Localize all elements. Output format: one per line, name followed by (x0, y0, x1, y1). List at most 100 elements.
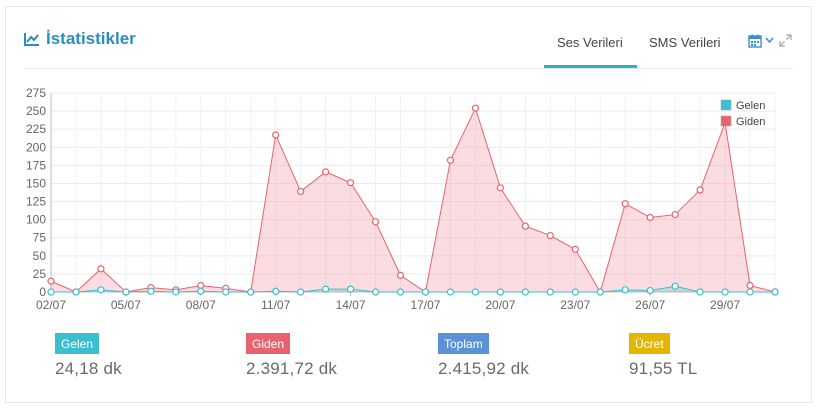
x-tick-label: 20/07 (485, 298, 515, 312)
card-header: İstatistikler Ses Verileri SMS Verileri (6, 7, 811, 69)
y-tick-label: 25 (33, 267, 47, 281)
data-point-giden (446, 156, 455, 164)
data-point-gelen (646, 286, 654, 295)
data-point-gelen (546, 288, 554, 296)
data-point-gelen (696, 288, 704, 296)
x-tick-label: 08/07 (186, 298, 216, 312)
x-tick-label: 17/07 (410, 298, 440, 312)
data-point-gelen (621, 286, 629, 294)
data-point-gelen (72, 288, 80, 296)
tab-ses-verileri[interactable]: Ses Verileri (557, 35, 623, 50)
y-tick-label: 175 (26, 158, 46, 172)
data-point-giden (97, 265, 105, 273)
x-tick-label: 11/07 (261, 298, 290, 312)
data-point-gelen (746, 288, 754, 296)
x-tick-label: 14/07 (336, 298, 366, 312)
legend-swatch-gelen (720, 99, 732, 111)
expand-icon[interactable] (779, 34, 792, 47)
stat-toplam-value: 2.415,92 dk (438, 359, 530, 378)
series-area-giden (51, 108, 775, 292)
header-divider (24, 68, 793, 69)
y-tick-label: 0 (39, 285, 46, 299)
line-chart-icon (24, 33, 39, 46)
data-point-gelen (446, 288, 455, 296)
y-tick-label: 125 (26, 195, 46, 209)
data-point-giden (371, 218, 380, 226)
data-point-giden (696, 186, 704, 194)
data-point-giden (272, 131, 280, 139)
data-point-gelen (147, 287, 155, 295)
data-point-gelen (172, 288, 180, 296)
stat-ucret-badge: Ücret (629, 333, 670, 354)
data-point-giden (746, 281, 754, 290)
legend-label-giden: Giden (736, 116, 765, 128)
data-point-gelen (596, 288, 604, 296)
data-point-gelen (346, 285, 355, 293)
tab-sms-verileri[interactable]: SMS Verileri (649, 35, 721, 50)
data-point-giden (496, 184, 504, 192)
data-point-gelen (272, 287, 280, 295)
y-tick-label: 250 (26, 104, 46, 118)
data-point-gelen (496, 288, 504, 296)
x-tick-label: 05/07 (111, 298, 141, 312)
series-line-gelen (51, 285, 775, 293)
data-point-giden (646, 213, 654, 222)
stat-gelen-badge: Gelen (55, 333, 100, 354)
data-point-giden (571, 245, 579, 253)
stat-gelen-value: 24,18 dk (55, 359, 122, 378)
data-point-gelen (47, 288, 55, 296)
data-point-gelen (571, 288, 579, 296)
data-point-gelen (297, 288, 305, 296)
stat-ucret: Ücret 91,55 TL (629, 333, 697, 379)
data-point-gelen (671, 282, 679, 290)
data-point-giden (297, 187, 305, 196)
y-tick-label: 50 (33, 249, 47, 263)
data-point-gelen (197, 287, 205, 295)
x-tick-label: 02/07 (36, 298, 66, 312)
data-point-giden (346, 179, 355, 187)
data-point-gelen (222, 288, 230, 296)
data-point-gelen (421, 288, 430, 296)
data-point-giden (546, 231, 554, 240)
calendar-icon[interactable] (748, 34, 762, 48)
data-point-gelen (771, 288, 779, 296)
chevron-down-icon[interactable] (765, 37, 774, 44)
y-tick-label: 75 (33, 231, 47, 245)
data-point-gelen (247, 288, 255, 296)
x-tick-label: 29/07 (710, 298, 740, 312)
stat-toplam-badge: Toplam (438, 333, 489, 354)
data-point-gelen (521, 288, 529, 296)
data-point-gelen (371, 288, 380, 296)
data-point-giden (471, 104, 480, 112)
stat-ucret-value: 91,55 TL (629, 359, 698, 378)
data-point-giden (621, 200, 629, 208)
data-point-giden (396, 271, 405, 279)
x-tick-label: 26/07 (635, 298, 665, 312)
statistics-card: İstatistikler Ses Verileri SMS Verileri (5, 6, 812, 403)
y-tick-label: 150 (26, 176, 46, 190)
card-title: İstatistikler (24, 29, 136, 49)
data-point-gelen (396, 288, 405, 296)
data-point-gelen (322, 285, 330, 293)
y-tick-label: 275 (26, 86, 46, 100)
legend-label-gelen: Gelen (736, 100, 765, 112)
data-point-giden (197, 281, 205, 290)
stat-giden: Giden 2.391,72 dk (246, 333, 337, 379)
series-line-giden (50, 106, 776, 294)
data-point-gelen (97, 286, 105, 294)
data-point-giden (521, 222, 529, 230)
data-point-gelen (471, 288, 480, 296)
data-point-gelen (122, 288, 130, 296)
data-point-giden (47, 277, 55, 285)
x-tick-label: 23/07 (560, 298, 590, 312)
data-point-giden (322, 168, 330, 176)
legend-swatch-giden (720, 115, 732, 127)
data-point-gelen (721, 288, 729, 296)
y-tick-label: 100 (26, 213, 46, 227)
stat-gelen: Gelen 24,18 dk (55, 333, 122, 379)
active-tab-indicator (544, 65, 637, 68)
card-title-text: İstatistikler (46, 29, 136, 48)
stat-giden-badge: Giden (246, 333, 291, 354)
y-tick-label: 200 (26, 140, 46, 154)
